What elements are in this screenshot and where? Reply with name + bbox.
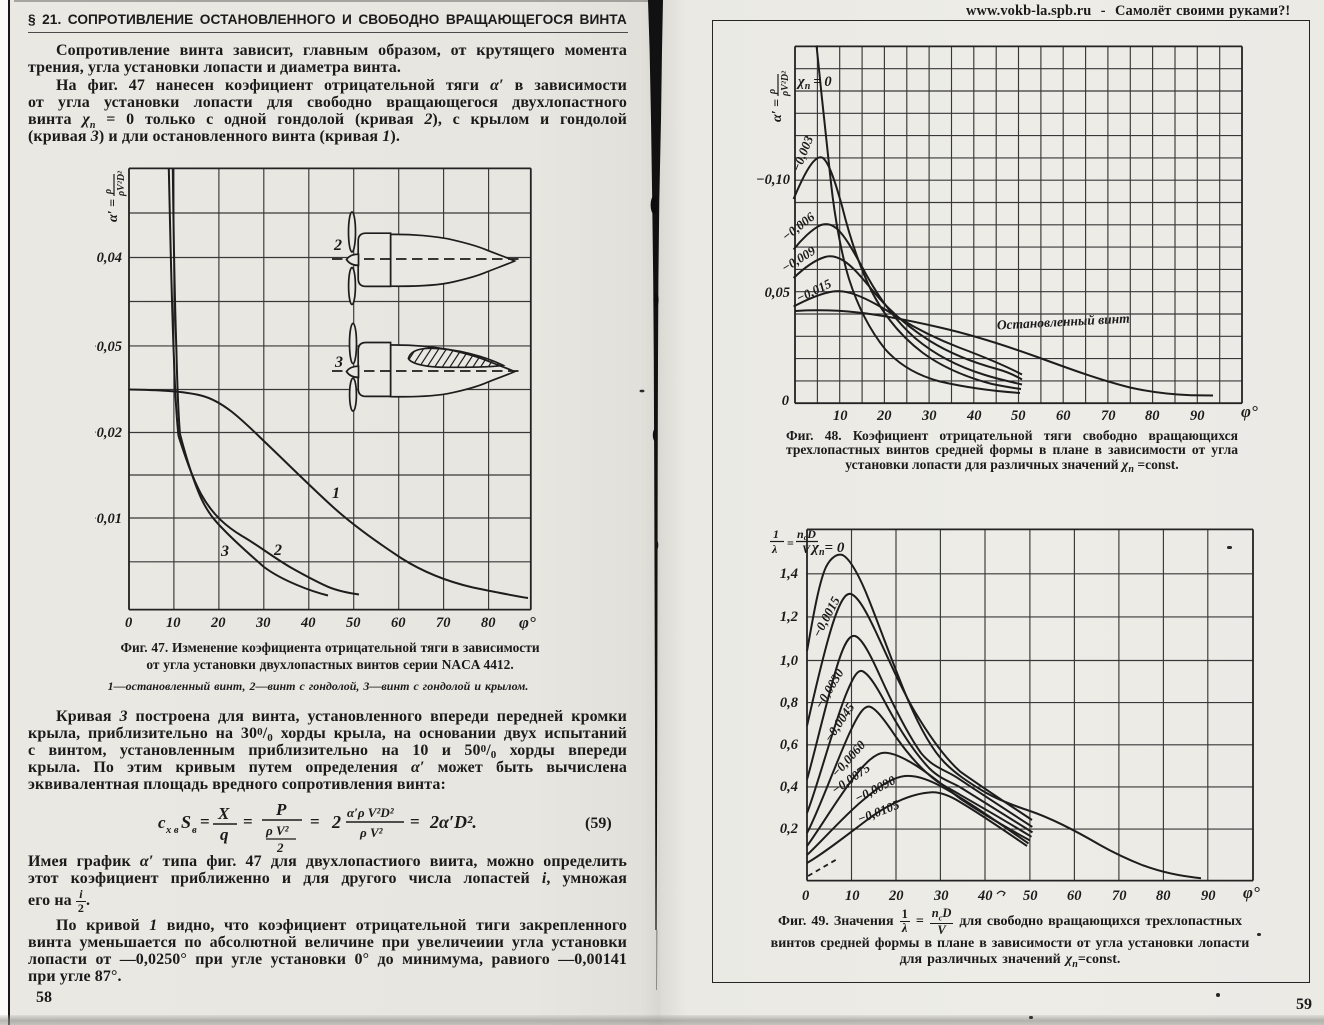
svg-text:Остановленный винт: Остановленный винт [996, 311, 1130, 333]
svg-text:20: 20 [210, 615, 226, 630]
svg-text:ncD: ncD [797, 527, 816, 542]
svg-text:φ°: φ° [1243, 883, 1260, 902]
svg-text:ρV²D²: ρV²D² [116, 170, 127, 197]
svg-text:90: 90 [1190, 408, 1205, 424]
svg-text:40: 40 [977, 888, 993, 904]
svg-text:80: 80 [481, 615, 496, 630]
svg-text:0,05: 0,05 [765, 285, 790, 301]
svg-text:10: 10 [845, 888, 860, 904]
svg-text:2: 2 [273, 542, 282, 559]
svg-text:q: q [220, 825, 229, 844]
svg-text:−0,10: −0,10 [756, 172, 790, 188]
svg-text:−0,003: −0,003 [788, 133, 816, 174]
svg-text:0,6: 0,6 [780, 737, 799, 753]
svg-text:60: 60 [1067, 888, 1082, 904]
svg-text:20: 20 [888, 888, 904, 904]
svg-text:1,2: 1,2 [780, 609, 798, 625]
svg-text:90: 90 [1201, 888, 1216, 904]
svg-text:ρ V²: ρ V² [265, 823, 290, 838]
svg-text:0: 0 [802, 888, 809, 904]
svg-text:2: 2 [331, 812, 341, 832]
svg-text:ρV²D²: ρV²D² [780, 70, 791, 97]
svg-text:2: 2 [276, 840, 284, 855]
svg-text:φ°: φ° [519, 613, 536, 630]
svg-text:70: 70 [1112, 888, 1127, 904]
svg-text:α′ρ V²D²: α′ρ V²D² [347, 805, 395, 820]
svg-text:0,4: 0,4 [780, 779, 798, 795]
svg-text:3: 3 [334, 354, 343, 371]
svg-text:0: 0 [782, 393, 789, 409]
svg-text:10: 10 [833, 408, 848, 424]
svg-text:0: 0 [125, 615, 132, 630]
svg-text:c: c [158, 813, 166, 832]
svg-text:60: 60 [1056, 408, 1071, 424]
svg-text:80: 80 [1145, 408, 1160, 424]
svg-text:в: в [192, 825, 197, 836]
svg-text:3: 3 [220, 543, 229, 560]
svg-text:1: 1 [773, 527, 779, 541]
svg-text:0,8: 0,8 [780, 695, 799, 711]
svg-text:=: = [310, 812, 320, 831]
svg-text:60: 60 [391, 615, 406, 630]
svg-text:40: 40 [966, 408, 982, 424]
svg-text:1: 1 [332, 485, 340, 502]
svg-text:x в: x в [165, 825, 179, 836]
svg-text:χn = 0: χn = 0 [796, 74, 832, 92]
svg-text:−0,006: −0,006 [779, 209, 818, 244]
svg-text:40: 40 [300, 615, 316, 630]
svg-text:=: = [243, 812, 253, 831]
svg-text:1,4: 1,4 [780, 566, 798, 582]
svg-text:φ°: φ° [1241, 402, 1258, 421]
svg-text:=: = [200, 812, 210, 831]
svg-text:(59): (59) [585, 815, 612, 832]
svg-text:20: 20 [876, 408, 892, 424]
svg-text:0,2: 0,2 [780, 821, 798, 837]
svg-text:2: 2 [333, 237, 342, 254]
svg-text:α′ =: α′ = [106, 199, 121, 222]
svg-text:V: V [802, 542, 811, 556]
svg-text:70: 70 [1101, 408, 1116, 424]
svg-text:ρ V²: ρ V² [359, 825, 384, 840]
svg-text:30: 30 [255, 615, 271, 630]
svg-text:λ: λ [771, 542, 778, 556]
svg-text:−0,02: −0,02 [95, 425, 122, 441]
svg-text:−0,015: −0,015 [794, 275, 834, 305]
svg-text:P: P [275, 800, 287, 819]
svg-text:30: 30 [921, 408, 937, 424]
svg-text:=: = [787, 536, 794, 550]
svg-text:α′ =: α′ = [770, 99, 785, 122]
svg-text:1,0: 1,0 [780, 653, 798, 669]
svg-text:80: 80 [1156, 888, 1171, 904]
svg-text:30: 30 [933, 888, 949, 904]
svg-text:X: X [217, 804, 230, 823]
svg-text:ρ: ρ [767, 89, 778, 95]
svg-text:ρ: ρ [103, 189, 114, 195]
svg-text:70: 70 [436, 615, 451, 630]
svg-text:2α′D².: 2α′D². [429, 812, 477, 832]
svg-text:χn= 0: χn= 0 [810, 540, 845, 558]
svg-text:S: S [181, 812, 191, 832]
svg-text:−0,01: −0,01 [95, 511, 122, 527]
svg-text:50: 50 [346, 615, 361, 630]
svg-text:10: 10 [166, 615, 181, 630]
svg-text:−0,05: −0,05 [95, 339, 122, 355]
svg-text:50: 50 [1011, 408, 1026, 424]
svg-text:=: = [410, 812, 420, 831]
svg-text:0,04: 0,04 [97, 250, 122, 266]
svg-text:50: 50 [1023, 888, 1038, 904]
